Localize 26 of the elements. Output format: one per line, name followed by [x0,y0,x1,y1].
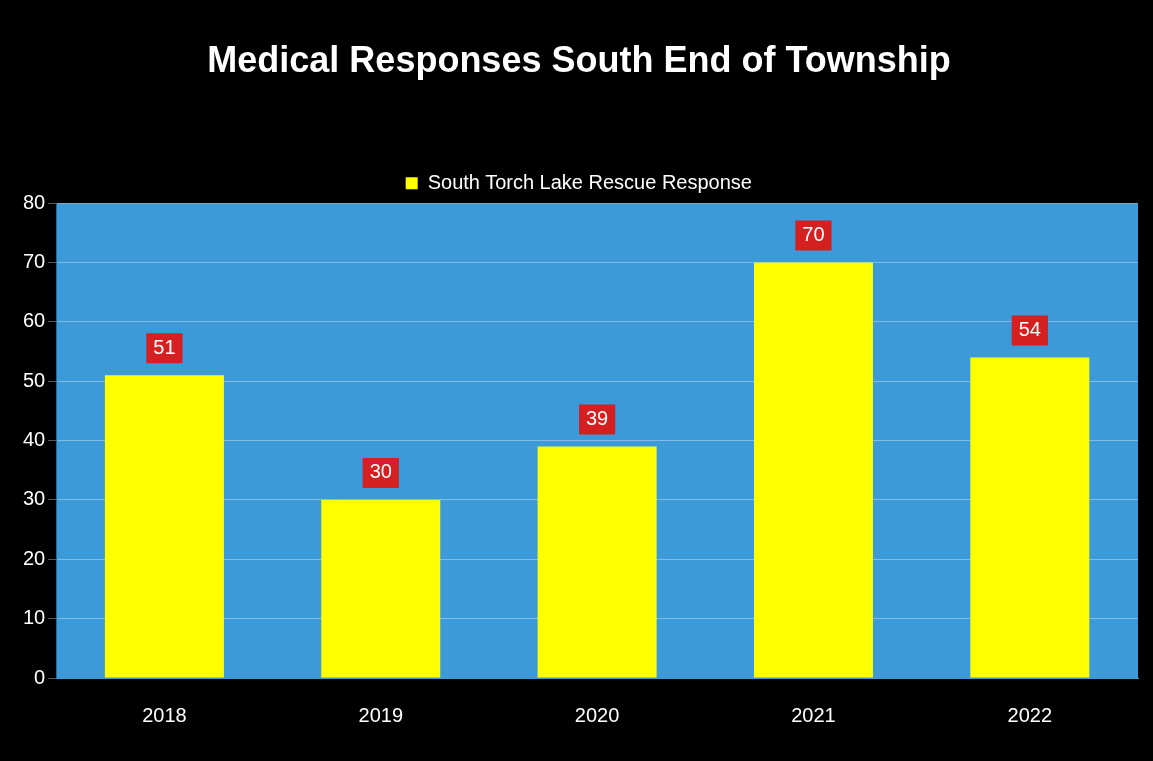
bar [321,499,441,678]
bar [753,262,873,678]
y-tick-label: 80 [23,190,46,213]
legend-label: South Torch Lake Rescue Response [427,170,752,193]
x-tick-label: 2019 [358,703,404,726]
data-label: 70 [802,223,825,246]
x-tick-label: 2020 [574,703,620,726]
data-label: 39 [586,407,609,430]
y-tick-label: 20 [23,546,46,569]
y-tick-label: 10 [23,606,46,629]
data-label: 51 [153,335,176,358]
y-tick-label: 40 [23,428,46,451]
y-tick-label: 30 [23,487,46,510]
x-tick-label: 2018 [142,703,187,726]
y-tick-label: 0 [34,665,46,688]
data-label: 30 [369,460,392,483]
bar [104,375,224,678]
y-tick-label: 60 [23,309,46,332]
y-tick-label: 50 [23,368,46,391]
bar [970,357,1090,678]
y-tick-label: 70 [23,250,46,273]
bar [537,446,657,678]
x-tick-label: 2021 [791,703,836,726]
chart-title: Medical Responses South End of Township [207,38,951,80]
data-label: 54 [1018,318,1041,341]
x-tick-label: 2022 [1007,703,1053,726]
